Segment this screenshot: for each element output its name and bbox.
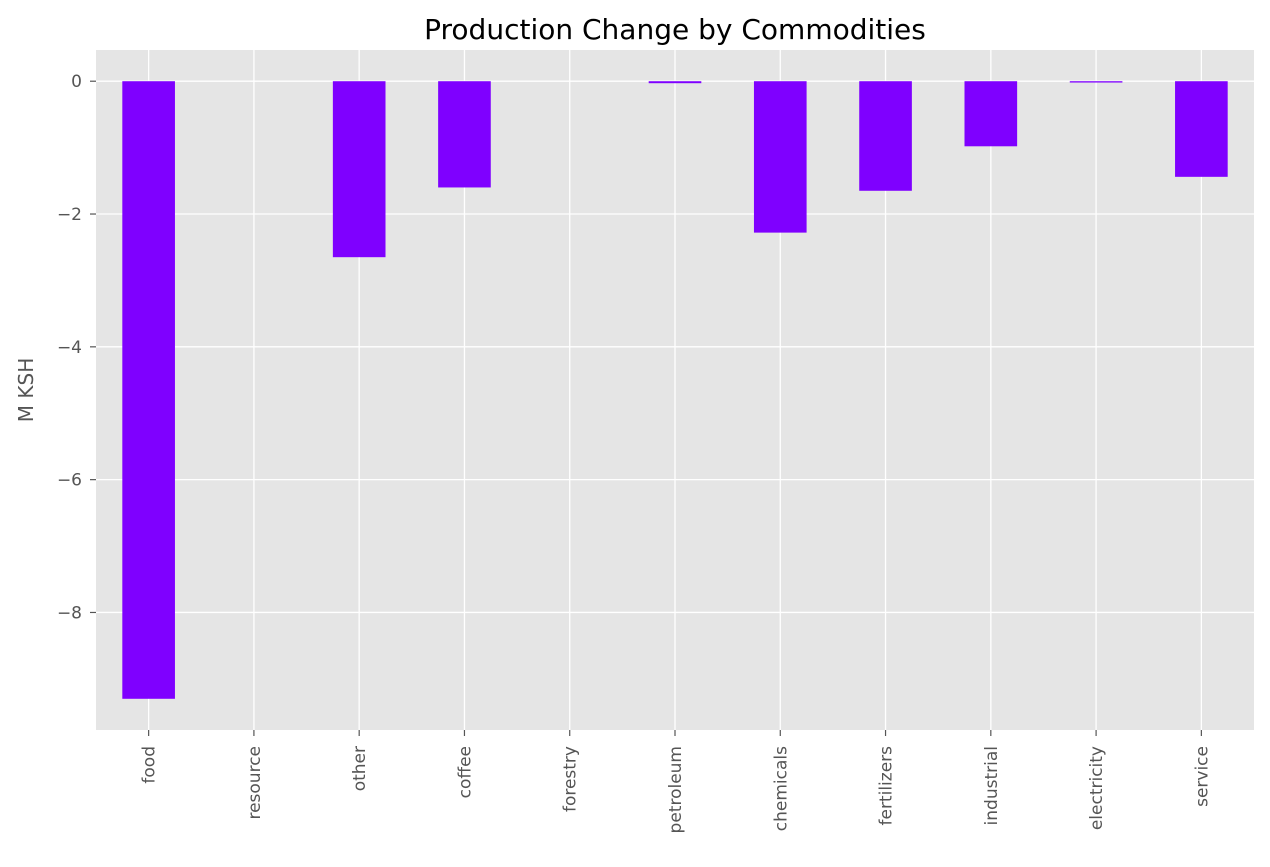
bar-petroleum	[648, 81, 702, 84]
bars	[122, 81, 1228, 699]
x-tick-label: other	[350, 746, 370, 791]
y-axis-ticks: 0 −2 −4 −6 −8	[57, 72, 96, 623]
x-tick-label: resource	[245, 746, 265, 820]
x-tick-label: coffee	[455, 746, 475, 798]
x-tick-label: chemicals	[771, 746, 791, 831]
bar-food	[122, 81, 175, 699]
bar-chemicals	[753, 81, 807, 233]
x-tick-label: petroleum	[666, 746, 686, 833]
x-tick-label: service	[1192, 746, 1212, 807]
x-tick-label: forestry	[561, 746, 581, 812]
y-tick-label: −8	[57, 603, 82, 623]
y-tick-label: −2	[57, 205, 82, 225]
bar-fertilizers	[859, 81, 912, 191]
chart-title: Production Change by Commodities	[424, 13, 926, 46]
y-axis-label: M KSH	[14, 358, 38, 422]
y-tick-label: 0	[71, 72, 82, 92]
bar-industrial	[964, 81, 1018, 147]
x-axis-ticks: food resource other coffee forestry petroleum…	[140, 730, 1212, 833]
x-tick-label: industrial	[982, 746, 1002, 825]
x-tick-label: electricity	[1087, 746, 1107, 830]
bar-electricity	[1069, 81, 1123, 83]
y-tick-label: −4	[57, 338, 82, 358]
bar-service	[1175, 81, 1228, 177]
x-tick-label: fertilizers	[877, 746, 897, 826]
bar-coffee	[438, 81, 491, 188]
bar-other	[332, 81, 386, 258]
x-tick-label: food	[140, 746, 160, 784]
y-tick-label: −6	[57, 471, 82, 491]
